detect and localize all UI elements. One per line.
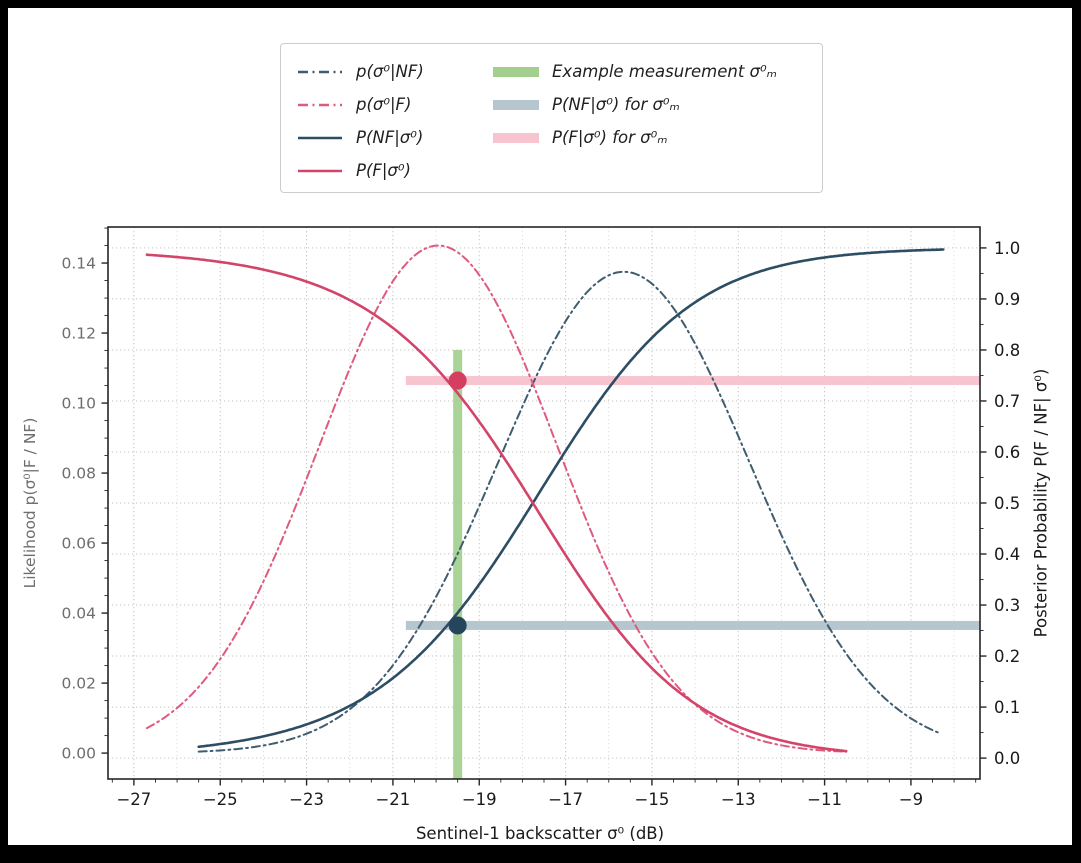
x-tick-label: −21 [375, 790, 410, 809]
y-right-tick-label: 0.2 [994, 647, 1020, 666]
y-left-tick-label: 0.06 [61, 535, 96, 553]
legend-item: p(σ⁰|F) [297, 88, 469, 121]
y-right-tick-label: 0.8 [994, 341, 1020, 360]
x-tick-label: −9 [899, 790, 923, 809]
legend-label: Example measurement σ⁰ₘ [552, 62, 777, 81]
legend-label: P(NF|σ⁰) [356, 128, 424, 147]
chart-legend: p(σ⁰|NF) p(σ⁰|F) P(NF|σ⁰) P(F|σ⁰) Example m… [280, 43, 823, 193]
plot-area: −27 −25 −23 −21 −19 −17 −15 −13 −11 −9 0.00 0.02 0.0… [61, 226, 1020, 809]
legend-swatch-line [298, 169, 342, 172]
legend-item: P(NF|σ⁰) for σ⁰ₘ [493, 88, 777, 121]
figure-canvas: −27 −25 −23 −21 −19 −17 −15 −13 −11 −9 0.00 0.02 0.0… [8, 8, 1072, 845]
marker-posterior-nf-dot [448, 616, 467, 635]
y-right-tick-label: 0.3 [994, 596, 1020, 615]
legend-item: Example measurement σ⁰ₘ [493, 55, 777, 88]
legend-label: p(σ⁰|NF) [356, 62, 424, 81]
x-tick-label: −19 [462, 790, 497, 809]
x-tick-label: −13 [721, 790, 756, 809]
legend-item: p(σ⁰|NF) [297, 55, 469, 88]
legend-swatch-bar [493, 66, 539, 77]
y-left-tick-label: 0.12 [61, 325, 96, 343]
y-left-tick-label: 0.08 [61, 465, 96, 483]
curve-NF-solid [197, 248, 945, 749]
legend-bar-sample [493, 132, 539, 143]
curve-NF-dashdot [197, 270, 943, 753]
y-left-tick-label: 0.00 [61, 745, 96, 763]
posterior-f-bar [405, 376, 980, 386]
legend-swatch-line [298, 70, 342, 73]
curve-F-solid [145, 253, 848, 753]
legend-item: P(F|σ⁰) [297, 154, 469, 187]
legend-label: P(F|σ⁰) for σ⁰ₘ [552, 128, 668, 147]
legend-label: p(σ⁰|F) [356, 95, 412, 114]
y-right-tick-label: 0.0 [994, 749, 1020, 768]
y-left-tick-label: 0.10 [61, 395, 96, 413]
measurement-line [453, 349, 463, 779]
y-right-tick-label: 0.5 [994, 494, 1020, 513]
legend-swatch-bar [493, 99, 539, 110]
legend-swatch-line [298, 103, 342, 106]
posterior-nf-bar [405, 620, 980, 630]
legend-label: P(F|σ⁰) [356, 161, 411, 180]
legend-column-2: Example measurement σ⁰ₘ P(NF|σ⁰) for σ⁰ₘ P… [493, 55, 777, 154]
y-right-tick-label: 0.6 [994, 443, 1020, 462]
right-y-axis-title: Posterior Probability P(F / NF| σ⁰) [1031, 368, 1051, 638]
y-right-tick-label: 0.9 [994, 290, 1020, 309]
legend-item: P(NF|σ⁰) [297, 121, 469, 154]
y-right-tick-label: 0.4 [994, 545, 1020, 564]
x-tick-label: −11 [807, 790, 842, 809]
y-left-tick-label: 0.14 [61, 255, 96, 273]
y-right-tick-label: 1.0 [994, 239, 1020, 258]
marker-posterior-f-dot [448, 371, 467, 390]
legend-column-1: p(σ⁰|NF) p(σ⁰|F) P(NF|σ⁰) P(F|σ⁰) [297, 55, 469, 187]
legend-swatch-line [298, 136, 342, 139]
legend-bar-sample [493, 66, 539, 77]
x-tick-label: −15 [635, 790, 670, 809]
curve-F-dashdot [145, 244, 848, 753]
x-axis-title: Sentinel-1 backscatter σ⁰ (dB) [415, 824, 665, 843]
x-tick-label: −27 [116, 790, 151, 809]
legend-bar-sample [493, 99, 539, 110]
left-y-axis-title: Likelihood p(σ⁰|F / NF) [21, 417, 39, 589]
y-left-tick-label: 0.04 [61, 605, 96, 623]
x-tick-label: −17 [548, 790, 583, 809]
y-right-tick-label: 0.7 [994, 392, 1020, 411]
legend-label: P(NF|σ⁰) for σ⁰ₘ [552, 95, 680, 114]
x-tick-label: −25 [203, 790, 238, 809]
legend-item: P(F|σ⁰) for σ⁰ₘ [493, 121, 777, 154]
y-left-tick-label: 0.02 [61, 675, 96, 693]
x-tick-label: −23 [289, 790, 324, 809]
legend-swatch-bar [493, 132, 539, 143]
y-right-tick-label: 0.1 [994, 698, 1020, 717]
